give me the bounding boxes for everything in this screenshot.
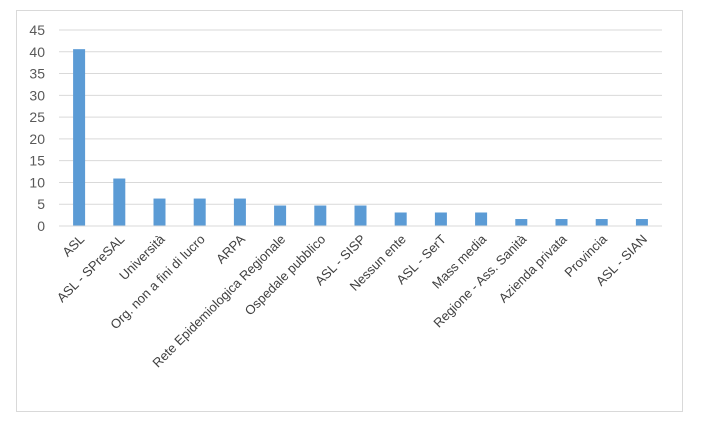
y-tick-label: 30 bbox=[29, 87, 45, 103]
bar bbox=[555, 219, 568, 226]
y-axis-ticks: 0 5 10 15 20 25 30 35 40 45 bbox=[29, 22, 45, 234]
bar bbox=[274, 205, 287, 226]
bar bbox=[595, 219, 608, 226]
bar bbox=[635, 219, 648, 226]
y-tick-label: 40 bbox=[29, 44, 45, 60]
bar bbox=[475, 212, 488, 226]
bar bbox=[434, 212, 447, 226]
y-tick-label: 0 bbox=[37, 218, 45, 234]
bar bbox=[73, 49, 86, 226]
bar bbox=[193, 198, 206, 226]
bar bbox=[153, 198, 166, 226]
y-tick-label: 25 bbox=[29, 109, 45, 125]
bar bbox=[515, 219, 528, 226]
y-tick-label: 5 bbox=[37, 196, 45, 212]
y-tick-label: 10 bbox=[29, 174, 45, 190]
chart-frame bbox=[16, 10, 683, 412]
bars bbox=[73, 49, 648, 226]
bar bbox=[314, 205, 327, 226]
y-tick-label: 15 bbox=[29, 153, 45, 169]
bar bbox=[394, 212, 407, 226]
y-tick-label: 35 bbox=[29, 66, 45, 82]
y-tick-label: 20 bbox=[29, 131, 45, 147]
x-category-label: ARPA bbox=[213, 231, 248, 266]
y-tick-label: 45 bbox=[29, 22, 45, 38]
gridlines bbox=[59, 29, 662, 205]
bar bbox=[113, 178, 126, 226]
x-category-label: ASL bbox=[59, 232, 87, 260]
bar bbox=[233, 198, 246, 226]
bar bbox=[354, 205, 367, 226]
